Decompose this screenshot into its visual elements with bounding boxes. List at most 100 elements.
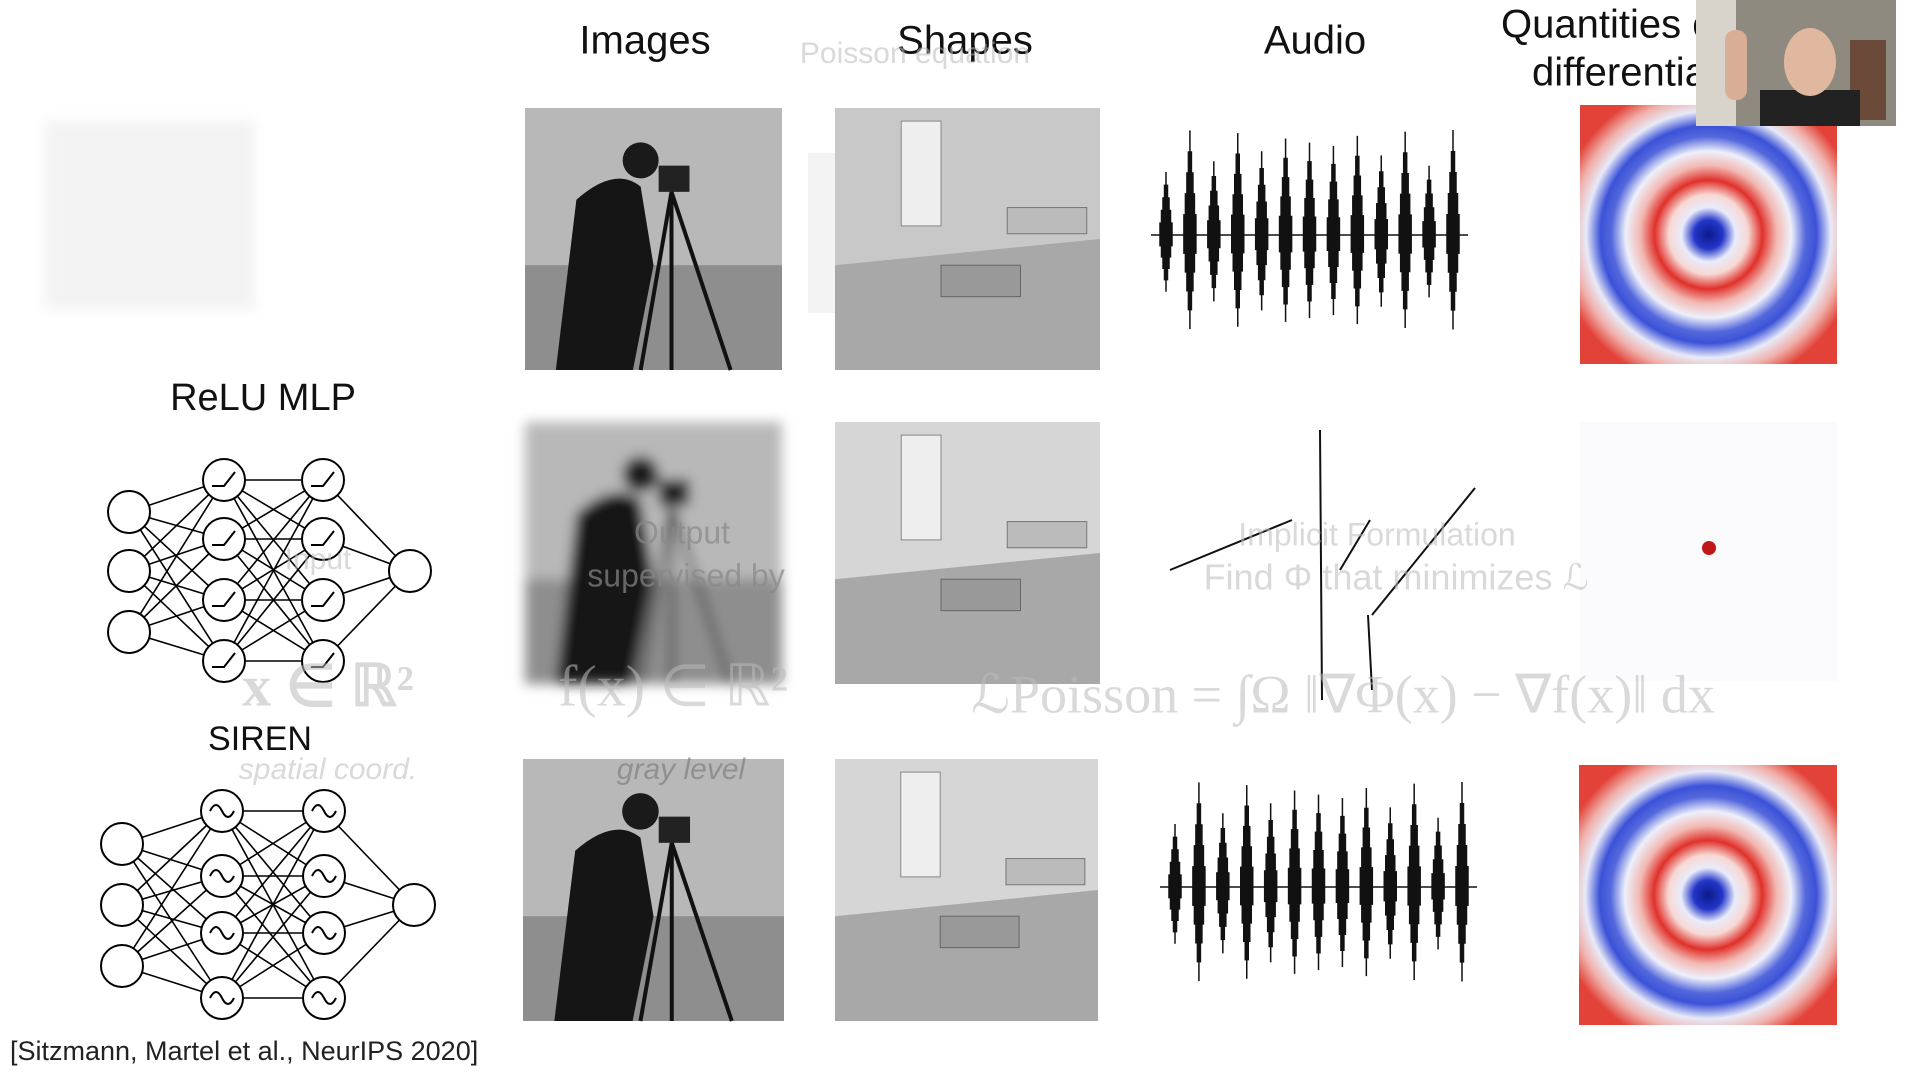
sine-icon <box>311 869 337 883</box>
silhouette <box>555 178 654 370</box>
overlay-math: ℒPoisson = ∫Ω ‖∇Φ(x) − ∇f(x)‖ dx <box>971 664 1715 727</box>
relu-icon <box>212 591 236 607</box>
row-label: SIREN <box>208 720 312 758</box>
row-label: ReLU MLP <box>170 377 356 419</box>
connection <box>121 810 223 967</box>
window <box>900 771 941 878</box>
field-image <box>1579 765 1837 1025</box>
overlay-label: Input <box>285 543 352 576</box>
column-header: Shapes <box>897 19 1033 63</box>
column-header: Images <box>579 19 710 63</box>
silhouette <box>555 492 654 684</box>
table <box>939 915 1020 949</box>
sine-icon <box>209 926 235 940</box>
neuron <box>388 549 432 593</box>
tripod <box>638 505 733 685</box>
neuron <box>301 578 345 622</box>
overlay-text: Poisson equation Input Output supervised… <box>239 37 1715 786</box>
silhouette <box>554 829 654 1021</box>
cabinet <box>1006 207 1088 235</box>
overlay-label: Implicit Formulation <box>1238 516 1515 552</box>
neuron <box>202 517 246 561</box>
floor <box>835 890 1098 1021</box>
overlay-label: supervised by <box>587 557 784 593</box>
field-dot <box>1702 541 1716 555</box>
connection <box>223 479 324 662</box>
citation: [Sitzmann, Martel et al., NeurIPS 2020] <box>10 1036 478 1066</box>
connection <box>121 810 223 906</box>
webcam <box>1696 0 1896 126</box>
window <box>900 120 942 227</box>
overlay-title: Poisson equation <box>800 37 1030 70</box>
relu-icon <box>311 530 335 546</box>
neuron <box>301 517 345 561</box>
relu-icon <box>212 652 236 668</box>
overlay-label: gray level <box>617 753 747 786</box>
column-header: Audio <box>1264 19 1366 63</box>
neuron <box>100 822 144 866</box>
cameraman-image <box>525 422 782 685</box>
waveform <box>1169 429 1476 701</box>
waveform <box>1151 130 1468 330</box>
cameraman-image <box>523 759 784 1022</box>
sine-icon <box>311 991 337 1005</box>
overlay-math: x ∈ ℝ² <box>242 653 414 718</box>
floor <box>835 239 1100 370</box>
connection <box>221 810 325 999</box>
neuron <box>202 578 246 622</box>
tripod <box>638 191 733 371</box>
sine-icon <box>311 804 337 818</box>
neuron <box>392 883 436 927</box>
faded-background <box>45 120 968 313</box>
camera <box>658 479 690 506</box>
neuron <box>100 883 144 927</box>
cabinet <box>1006 521 1088 549</box>
relu-icon <box>212 530 236 546</box>
overlay-label: spatial coord. <box>239 753 417 786</box>
connection <box>223 538 324 662</box>
neuron <box>202 458 246 502</box>
connection <box>223 479 324 601</box>
neuron <box>301 639 345 683</box>
neuron <box>301 458 345 502</box>
connection <box>128 538 225 633</box>
table <box>940 264 1021 298</box>
relu-icon <box>311 591 335 607</box>
relu-icon <box>311 652 335 668</box>
overlay-label: Find Φ that minimizes ℒ <box>1204 557 1589 598</box>
connection <box>221 875 325 999</box>
column-header: differentia <box>1532 51 1708 95</box>
overlay-label: Output <box>634 514 730 550</box>
neuron <box>107 610 151 654</box>
waveform <box>1160 782 1477 982</box>
floor <box>835 553 1100 684</box>
sine-icon <box>209 804 235 818</box>
connection <box>121 875 223 967</box>
neuron <box>107 490 151 534</box>
sine-icon <box>311 926 337 940</box>
column-header: Quantities o <box>1501 3 1714 47</box>
field-image <box>1580 105 1837 364</box>
overlay-math: f(x) ∈ ℝ² <box>558 653 788 718</box>
connection <box>128 479 225 633</box>
head <box>622 456 659 493</box>
window <box>900 434 942 541</box>
relu-icon <box>212 471 236 487</box>
sine-icon <box>209 869 235 883</box>
head <box>622 793 659 830</box>
cabinet <box>1005 858 1086 886</box>
relu-icon <box>311 471 335 487</box>
neuron <box>100 944 144 988</box>
head <box>622 142 659 179</box>
neuron <box>107 549 151 593</box>
connection <box>221 810 325 934</box>
cameraman-image <box>525 108 782 371</box>
neuron <box>202 639 246 683</box>
sine-icon <box>209 991 235 1005</box>
table <box>940 578 1021 612</box>
tripod <box>638 842 734 1022</box>
connection <box>121 904 223 999</box>
camera <box>658 165 690 192</box>
camera <box>658 816 691 843</box>
